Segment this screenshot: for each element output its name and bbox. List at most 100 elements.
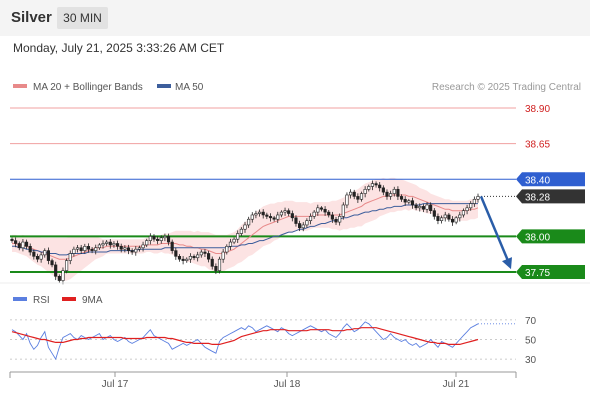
candle-body	[221, 251, 225, 260]
candle-body	[28, 246, 32, 253]
candle-body	[217, 258, 222, 271]
copyright-text: Research © 2025 Trading Central	[432, 82, 581, 93]
candle-body	[403, 198, 407, 203]
level-tag-3	[516, 189, 585, 204]
candle-body	[148, 236, 152, 241]
level-tag-5	[516, 265, 585, 280]
candle-body	[399, 196, 404, 200]
ma50-legend-swatch	[157, 84, 171, 88]
candle-body	[108, 241, 112, 246]
rsi-line	[11, 321, 479, 361]
candle-body	[35, 256, 40, 260]
ma20-legend-swatch	[13, 84, 27, 88]
candle-body	[247, 218, 251, 226]
candle-body	[207, 253, 211, 260]
candle-body	[94, 247, 98, 251]
rsi-legend-label: RSI	[33, 295, 50, 306]
candle-body	[469, 203, 473, 209]
candle-body	[294, 217, 298, 224]
candle-body	[381, 187, 385, 193]
candle-body	[396, 188, 400, 197]
rsi-legend-swatch	[13, 297, 27, 301]
candle-body	[374, 183, 378, 186]
ma20-legend-label: MA 20 + Bollinger Bands	[33, 82, 143, 93]
candle-body	[378, 184, 382, 189]
candle-body	[305, 220, 309, 226]
candle-body	[319, 207, 324, 210]
symbol-name: Silver	[11, 9, 52, 26]
candle-body	[210, 258, 214, 267]
candle-body	[330, 214, 334, 220]
candle-body	[199, 251, 203, 256]
candle-body	[447, 214, 451, 220]
candle-body	[177, 256, 182, 260]
candle-body	[75, 247, 80, 250]
candle-body	[152, 236, 156, 240]
candle-body	[79, 247, 83, 251]
candle-body	[276, 214, 280, 220]
candle-body	[185, 258, 189, 261]
candle-body	[232, 238, 236, 243]
candle-body	[279, 211, 283, 216]
candle-body	[163, 236, 167, 239]
ma9-legend-swatch	[62, 297, 76, 301]
candle-body	[86, 246, 91, 250]
x-tick-label: Jul 21	[443, 379, 470, 390]
candle-body	[421, 206, 425, 210]
timeframe-button[interactable]: 30 MIN	[57, 7, 108, 29]
price-panel: 38.90 38.65 38.40 38.28 38.00 37.75	[10, 104, 585, 285]
candle-body	[301, 224, 305, 229]
level-label-0: 38.90	[525, 104, 550, 115]
candle-body	[268, 216, 273, 219]
candle-body	[359, 193, 364, 200]
candle-body	[65, 260, 69, 271]
candle-body	[32, 251, 36, 257]
candle-body	[174, 250, 178, 257]
candle-body	[414, 204, 418, 209]
candle-body	[440, 217, 444, 221]
projection-arrow	[479, 195, 511, 264]
candle-body	[341, 204, 345, 217]
candle-body	[14, 240, 18, 244]
candle-body	[116, 243, 120, 247]
header-bar: Silver 30 MIN	[0, 0, 590, 36]
candle-body	[126, 247, 131, 251]
candle-body	[225, 246, 229, 253]
candle-body	[134, 248, 138, 253]
candle-body	[123, 247, 127, 250]
candle-body	[363, 188, 367, 194]
candle-body	[370, 183, 374, 187]
candle-body	[159, 237, 163, 241]
level-label-4: 38.00	[525, 232, 550, 243]
candle-body	[283, 210, 287, 213]
x-axis: Jul 17 Jul 18 Jul 21	[102, 372, 470, 390]
candle-body	[425, 204, 429, 210]
candle-body	[257, 211, 262, 214]
candle-body	[137, 247, 141, 250]
candle-body	[250, 214, 254, 220]
rsi-ma-line	[11, 327, 479, 345]
candle-body	[170, 241, 174, 251]
candle-body	[166, 236, 171, 243]
candle-body	[97, 244, 101, 249]
level-label-3: 38.28	[525, 192, 550, 203]
candle-body	[243, 224, 247, 230]
candle-body	[112, 243, 116, 246]
candle-body	[24, 241, 29, 247]
candle-body	[385, 191, 389, 197]
candle-body	[472, 198, 476, 204]
candle-body	[181, 258, 185, 261]
candle-body	[156, 238, 160, 241]
candle-body	[312, 211, 316, 217]
candle-body	[10, 238, 14, 241]
candle-body	[236, 233, 240, 240]
candle-body	[141, 244, 145, 249]
level-tag-2	[516, 172, 585, 187]
candle-body	[57, 275, 61, 281]
candle-body	[119, 246, 123, 250]
level-label-1: 38.65	[525, 140, 550, 151]
candle-body	[61, 270, 65, 281]
candle-body	[410, 200, 415, 206]
candle-body	[443, 214, 447, 219]
